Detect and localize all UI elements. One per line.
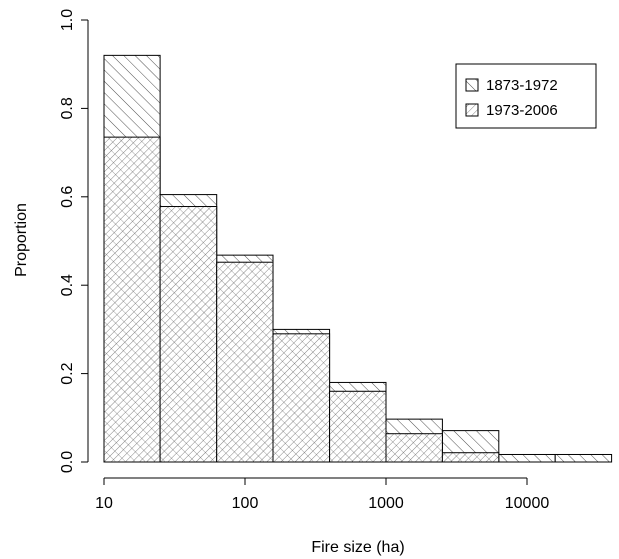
- bar-1873-1972: [554, 453, 613, 463]
- legend-label-1873-1972: 1873-1972: [486, 77, 558, 94]
- bar-1973-2006-overlay: [386, 433, 443, 462]
- legend-swatch-1873-1972: [465, 78, 479, 92]
- y-tick-label: 1.0: [59, 9, 76, 31]
- y-axis: 0.0 0.2 0.4 0.6 0.8 1.0: [59, 9, 89, 473]
- bar-1973-2006-overlay: [216, 262, 274, 462]
- y-axis-label: Proportion: [13, 203, 30, 277]
- x-tick-label: 1000: [368, 495, 404, 512]
- legend: 1873-1972 1973-2006: [455, 63, 597, 129]
- x-axis-label: Fire size (ha): [311, 539, 404, 556]
- bar-1973-2006-overlay: [104, 137, 161, 462]
- x-axis: 10 100 1000 10000: [95, 477, 550, 512]
- bar-1973-2006-overlay: [329, 391, 386, 462]
- y-tick-label: 0.2: [59, 362, 76, 384]
- legend-swatch-1973-2006: [465, 103, 479, 117]
- x-tick-label: 10: [95, 495, 113, 512]
- x-tick-label: 10000: [505, 495, 550, 512]
- series-1973-2006-bars: [103, 136, 500, 463]
- bar-1973-2006-overlay: [160, 206, 217, 462]
- legend-label-1973-2006: 1973-2006: [486, 102, 558, 119]
- y-tick-label: 0.8: [59, 97, 76, 119]
- bar-1973-2006-overlay: [273, 333, 330, 462]
- legend-box: [455, 63, 597, 129]
- x-tick-label: 100: [232, 495, 259, 512]
- bar-1973-2006-overlay: [442, 452, 499, 462]
- y-tick-label: 0.0: [59, 451, 76, 473]
- y-tick-label: 0.4: [59, 274, 76, 296]
- y-tick-label: 0.6: [59, 186, 76, 208]
- bar-1873-1972: [498, 453, 556, 463]
